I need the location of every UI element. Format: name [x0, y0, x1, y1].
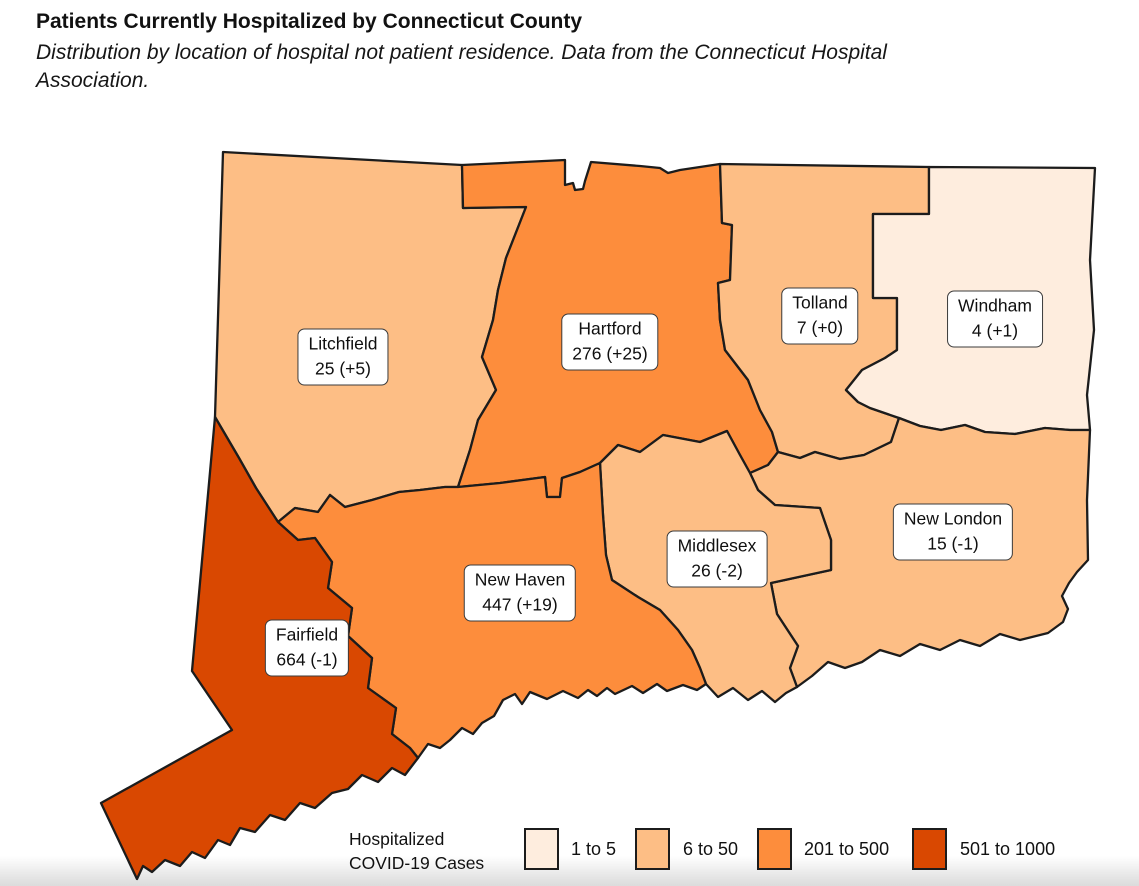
county-value: 664 (-1)	[276, 649, 338, 670]
county-name: Litchfield	[308, 333, 378, 354]
county-label-fairfield: Fairfield 664 (-1)	[264, 619, 350, 677]
county-label-new-london: New London 15 (-1)	[892, 503, 1014, 561]
county-value: 15 (-1)	[927, 533, 979, 554]
county-label-middlesex: Middlesex 26 (-2)	[666, 530, 768, 588]
county-value: 26 (-2)	[691, 560, 743, 581]
county-label-hartford: Hartford 276 (+25)	[561, 313, 659, 371]
county-value: 276 (+25)	[572, 343, 648, 364]
county-name: Fairfield	[275, 624, 339, 645]
county-name: Middlesex	[677, 535, 757, 556]
county-name: New London	[903, 508, 1003, 529]
figure-subtitle: Distribution by location of hospital not…	[36, 39, 887, 95]
county-name: Hartford	[578, 318, 642, 339]
figure-title: Patients Currently Hospitalized by Conne…	[36, 10, 583, 33]
county-label-litchfield: Litchfield 25 (+5)	[297, 328, 389, 386]
figure-subtitle-line2: Association.	[36, 69, 150, 92]
county-name: New Haven	[474, 569, 566, 590]
county-value: 7 (+0)	[796, 317, 844, 338]
figure-header: Patients Currently Hospitalized by Conne…	[36, 10, 887, 95]
county-label-tolland: Tolland 7 (+0)	[781, 287, 859, 345]
county-shape-fairfield	[99, 415, 420, 881]
county-value: 25 (+5)	[315, 358, 371, 379]
figure-subtitle-line1: Distribution by location of hospital not…	[36, 41, 887, 64]
county-label-new-haven: New Haven 447 (+19)	[463, 564, 577, 622]
county-value: 4 (+1)	[971, 320, 1019, 341]
county-label-windham: Windham 4 (+1)	[947, 290, 1043, 348]
page-bottom-shadow	[0, 856, 1139, 886]
county-name: Windham	[958, 295, 1032, 316]
county-name: Tolland	[792, 292, 848, 313]
county-value: 447 (+19)	[482, 594, 558, 615]
